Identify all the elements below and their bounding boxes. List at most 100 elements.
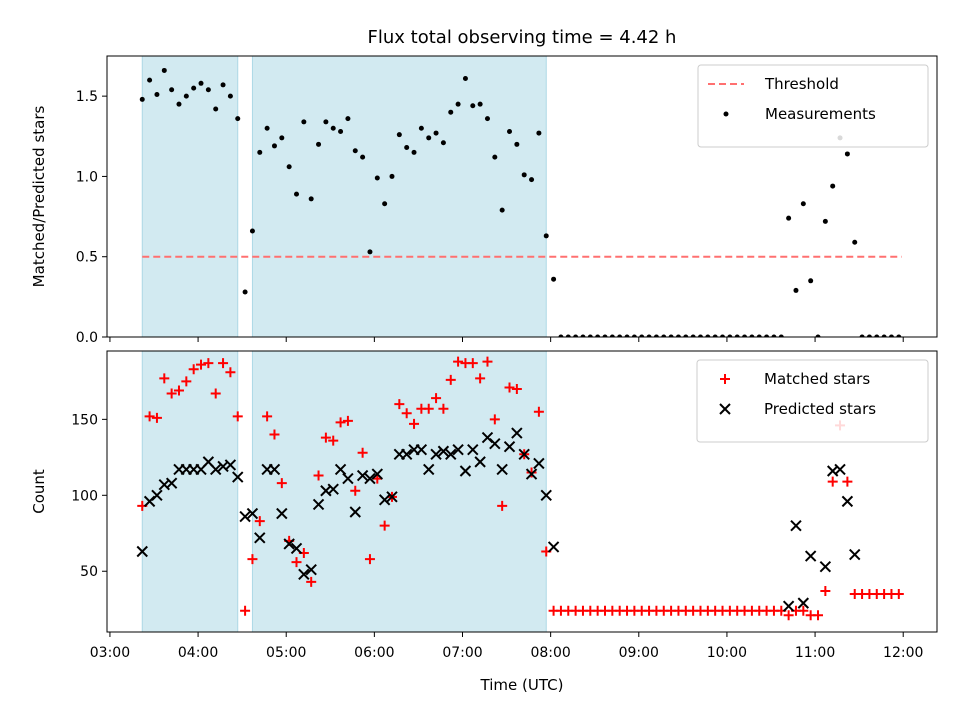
data-point: [276, 478, 287, 489]
data-point: [543, 233, 549, 239]
data-point: [511, 383, 522, 394]
y-axis-title: Count: [30, 469, 48, 514]
data-point: [291, 557, 302, 568]
data-point: [173, 385, 184, 396]
x-tick-label: 11:00: [795, 645, 835, 661]
data-point: [151, 489, 163, 502]
data-point: [822, 218, 828, 224]
data-point: [367, 249, 373, 255]
data-point: [374, 175, 380, 181]
data-point: [401, 408, 412, 419]
data-point: [176, 101, 182, 107]
data-point: [815, 334, 821, 337]
data-point: [782, 600, 795, 612]
data-point: [764, 334, 770, 337]
data-point: [842, 476, 853, 487]
data-point: [169, 87, 175, 93]
data-point: [533, 457, 545, 470]
data-point: [705, 334, 711, 337]
data-point: [830, 183, 836, 189]
data-point: [294, 191, 300, 197]
data-point: [859, 334, 865, 337]
x-tick-label: 06:00: [354, 645, 394, 661]
data-point: [203, 358, 214, 369]
bottom-panel: 50 100 150 03:00 04:00 05:00 06:00 07:00 08:00 09…: [30, 350, 938, 661]
data-point: [335, 417, 346, 428]
legend: Matched stars Predicted stars: [696, 359, 929, 443]
x-tick-label: 08:00: [530, 645, 570, 661]
data-point: [813, 610, 824, 621]
data-point: [312, 498, 325, 511]
data-point: [558, 334, 564, 337]
data-point: [286, 164, 292, 170]
data-point: [196, 359, 207, 370]
data-point: [165, 477, 178, 489]
data-point: [308, 196, 314, 202]
data-point: [786, 215, 792, 221]
data-point: [841, 495, 854, 508]
data-point: [595, 334, 601, 337]
data-point: [254, 516, 265, 527]
data-point: [798, 605, 809, 616]
data-point: [210, 388, 221, 399]
data-point: [459, 465, 472, 477]
data-point: [431, 393, 442, 404]
data-point: [161, 67, 167, 73]
data-point: [727, 334, 733, 337]
data-point: [144, 411, 155, 422]
data-point: [279, 135, 285, 141]
data-point: [298, 568, 310, 580]
data-point: [489, 414, 500, 425]
data-point: [482, 356, 493, 367]
legend-box: [697, 64, 929, 148]
data-point: [213, 106, 219, 112]
y-tick-label: 150: [71, 412, 98, 428]
data-point: [514, 141, 520, 147]
data-point: [683, 334, 689, 337]
data-point: [800, 201, 806, 207]
data-point: [264, 125, 270, 131]
data-point: [382, 201, 388, 207]
data-point: [820, 585, 831, 596]
legend-marker: [720, 374, 730, 384]
legend-label: Predicted stars: [764, 400, 876, 418]
axes-frame: [106, 55, 938, 338]
data-point: [797, 597, 810, 609]
data-layer: [139, 67, 902, 337]
series-0: [137, 356, 904, 621]
data-point: [246, 507, 259, 520]
data-layer: [136, 356, 904, 621]
data-point: [227, 93, 233, 99]
data-point: [423, 463, 435, 476]
data-point: [540, 489, 552, 502]
data-point: [166, 388, 177, 399]
data-point: [313, 470, 324, 481]
data-point: [496, 463, 508, 476]
data-point: [151, 412, 162, 423]
data-point: [547, 541, 560, 553]
data-point: [507, 128, 513, 134]
data-point: [720, 334, 726, 337]
shaded-interval: [251, 350, 547, 633]
chart-title: Flux total observing time = 4.42 h: [368, 27, 677, 48]
data-point: [386, 491, 398, 503]
data-point: [338, 128, 344, 134]
data-point: [690, 334, 696, 337]
x-tick-label: 05:00: [266, 645, 306, 661]
data-point: [210, 463, 222, 476]
data-point: [489, 437, 501, 450]
data-point: [445, 374, 456, 385]
data-point: [653, 334, 659, 337]
data-point: [269, 429, 280, 440]
data-point: [697, 334, 703, 337]
data-point: [504, 382, 515, 393]
data-point: [232, 411, 243, 422]
legend-marker: [719, 403, 731, 415]
data-point: [334, 463, 347, 476]
data-point: [364, 472, 376, 485]
legend-label: Measurements: [765, 105, 876, 123]
data-point: [418, 125, 424, 131]
data-point: [306, 576, 317, 587]
data-point: [587, 334, 593, 337]
